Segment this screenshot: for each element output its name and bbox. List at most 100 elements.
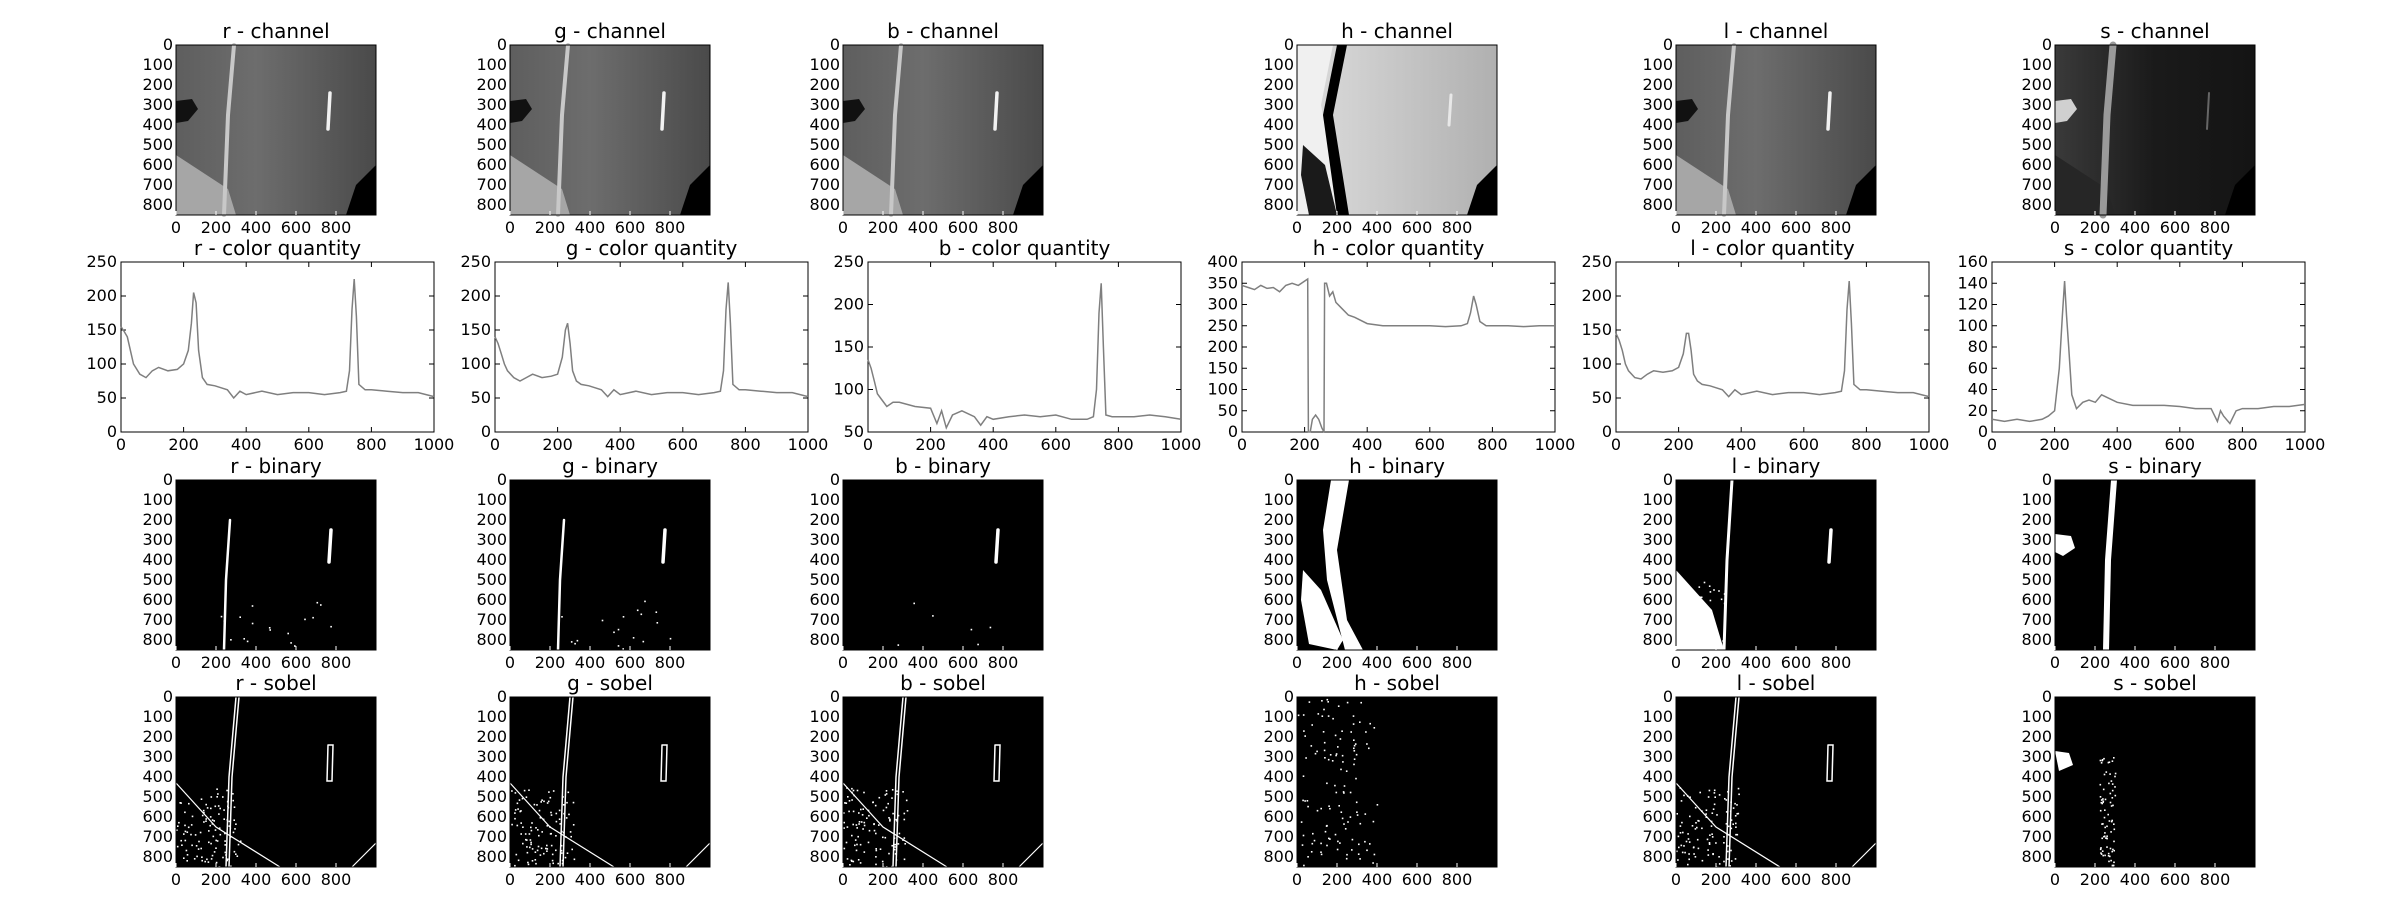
h-sobel-speckle [1302, 834, 1305, 837]
r-sobel-ytick-label: 500 [142, 787, 173, 806]
r-quantity-ytick-label: 150 [86, 320, 117, 339]
b-right-lane-line [993, 91, 999, 131]
s-sobel-speckle [2109, 792, 2112, 795]
s-sobel-speckle [2113, 823, 2115, 825]
b-sobel-speckle [852, 823, 854, 826]
s-sobel-speckle [2106, 837, 2108, 840]
r-quantity-line [120, 278, 435, 400]
s-channel-ytick-label: 0 [2042, 35, 2052, 54]
r-binary-speckle [223, 620, 226, 622]
h-sobel-speckle [1308, 701, 1311, 703]
g-channel-ytick-label: 700 [476, 175, 507, 194]
g-quantity-ytick-label: 250 [460, 252, 491, 271]
s-quantity-xtick-label: 400 [2102, 435, 2133, 454]
b-sobel-speckle [872, 801, 874, 804]
h-sobel-speckle [1350, 731, 1352, 733]
r-sobel-speckle [224, 851, 227, 854]
s-left-lane-line [2099, 41, 2117, 219]
h-sobel-speckle [1356, 811, 1358, 813]
g-sobel-ytick-label: 700 [476, 827, 507, 846]
s-sobel-speckle [2114, 775, 2116, 778]
s-sobel-speckle [2100, 847, 2102, 849]
l-sobel-speckle [1678, 846, 1680, 849]
b-channel-title: b - channel [887, 19, 999, 43]
l-sobel-speckle [1680, 800, 1683, 802]
g-sobel-speckle [562, 796, 564, 798]
b-quantity-title: b - color quantity [939, 236, 1111, 260]
g-sobel-speckle [526, 851, 529, 854]
g-sobel-speckle [520, 833, 522, 835]
b-sobel-speckle [875, 832, 877, 835]
g-binary-left-lane [556, 518, 566, 652]
l-sobel-speckle [1693, 853, 1695, 855]
l-binary-ytick-label: 400 [1642, 550, 1673, 569]
s-sobel-speckle [2108, 860, 2110, 863]
b-sobel-speckle [846, 858, 849, 860]
l-quantity-plot: l - color quantity 0 200 400 600 800 1000 0 50 10… [1581, 236, 1949, 454]
g-sobel-speckle [526, 839, 528, 841]
h-sobel-xtick-label: 800 [1442, 870, 1473, 889]
r-sobel-speckle [214, 829, 217, 831]
l-sobel-speckle [1692, 846, 1695, 849]
r-binary-speckle [320, 604, 322, 606]
l-binary-ytick-label: 800 [1642, 630, 1673, 649]
r-sobel-speckle [224, 840, 226, 842]
b-sobel-speckle [884, 836, 887, 839]
r-sobel-speckle [203, 811, 205, 814]
g-road-shoulder [510, 155, 570, 215]
l-sobel-speckle [1707, 854, 1710, 856]
r-road-shoulder [176, 155, 236, 215]
h-channel-ytick-label: 800 [1263, 195, 1294, 214]
h-sobel-speckle [1302, 714, 1305, 716]
s-right-lane-line [2206, 92, 2210, 130]
l-corner-mask [1846, 165, 1876, 215]
l-binary-xtick-label: 800 [1821, 653, 1852, 672]
r-corner-mask [346, 165, 376, 215]
h-sobel-speckle [1302, 799, 1304, 802]
s-sobel-xtick-label: 200 [2080, 870, 2111, 889]
h-sobel-speckle [1340, 768, 1342, 771]
r-channel-title: r - channel [222, 19, 329, 43]
h-sobel-speckle [1353, 763, 1355, 766]
s-binary-ytick-label: 0 [2042, 470, 2052, 489]
l-sobel-speckle [1701, 827, 1703, 830]
r-sobel-speckle [177, 825, 179, 827]
h-sobel-speckle [1347, 821, 1349, 823]
h-quantity-plot: h - color quantity 0 200 400 600 800 1000 0 50 10… [1207, 236, 1575, 454]
s-sobel-speckle [2105, 771, 2108, 773]
l-sobel-speckle [1682, 831, 1684, 834]
r-binary-ytick-label: 300 [142, 530, 173, 549]
g-sobel-speckle [571, 848, 573, 851]
r-binary-ytick-label: 500 [142, 570, 173, 589]
h-sobel-speckle [1356, 814, 1359, 816]
r-sobel-speckle [213, 820, 215, 822]
g-sobel-speckle [562, 831, 565, 834]
b-binary-ytick-label: 600 [809, 590, 840, 609]
r-binary-speckle [239, 616, 241, 618]
r-sobel-speckle [227, 799, 229, 802]
g-sobel-speckle [528, 789, 530, 791]
r-channel-xtick-label: 200 [201, 218, 232, 237]
l-binary-frame [1675, 479, 1877, 651]
l-sobel-speckle [1718, 856, 1720, 858]
h-channel-xtick-label: 600 [1402, 218, 1433, 237]
r-sobel-speckle [236, 855, 239, 857]
g-quantity-xtick-label: 0 [490, 435, 500, 454]
l-sobel-speckle [1695, 822, 1697, 824]
s-sobel-speckle [2113, 861, 2115, 864]
s-binary-title: s - binary [2108, 454, 2202, 478]
g-sobel-speckle [549, 833, 552, 835]
s-sobel-speckle [2111, 789, 2114, 792]
s-sobel-speckle [2106, 835, 2108, 837]
h-sobel-speckle [1332, 717, 1334, 720]
l-binary-speckle [1698, 596, 1700, 598]
r-sobel-speckle [176, 845, 179, 848]
l-binary-speckle [1698, 610, 1701, 613]
l-quantity-xtick-label: 0 [1611, 435, 1621, 454]
g-sobel-speckle [560, 849, 563, 852]
b-sobel-speckle [894, 853, 897, 855]
h-quantity-ytick-label: 400 [1207, 252, 1238, 271]
g-sobel-speckle [523, 789, 526, 792]
g-channel-xtick-label: 600 [615, 218, 646, 237]
